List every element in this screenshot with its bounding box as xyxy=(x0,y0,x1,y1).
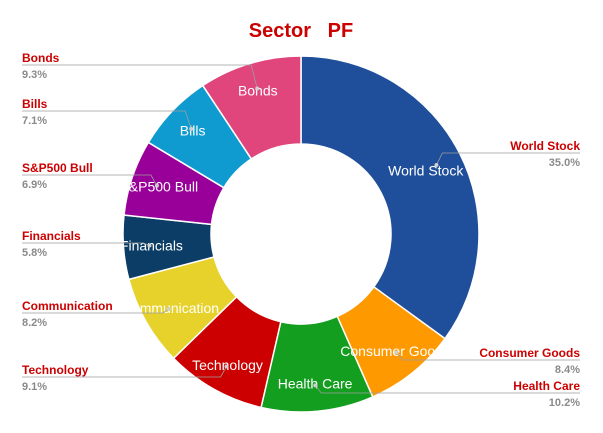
slice-inner-label-sandp500-bull: S&P500 Bull xyxy=(119,178,198,194)
callout-dot-communication xyxy=(166,306,171,311)
legend-percent-world-stock: 35.0% xyxy=(549,157,580,169)
legend-percent-bonds: 9.3% xyxy=(22,69,47,81)
legend-percent-bills: 7.1% xyxy=(22,115,47,127)
callout-dot-bonds xyxy=(255,86,260,91)
callout-line-bonds xyxy=(22,64,258,89)
slice-world-stock[interactable] xyxy=(300,55,480,340)
callout-dot-consumer-goods xyxy=(394,350,399,355)
callout-dot-financials xyxy=(147,243,152,248)
callout-dot-sandp500-bull xyxy=(154,183,159,188)
callout-dot-technology xyxy=(224,364,229,369)
legend-label-world-stock: World Stock xyxy=(510,139,580,153)
callout-dot-health-care xyxy=(313,383,318,388)
callout-dot-world-stock xyxy=(434,162,439,167)
legend-label-bonds: Bonds xyxy=(22,51,60,65)
legend-label-health-care: Health Care xyxy=(513,379,580,393)
callout-line-world-stock xyxy=(436,152,580,166)
legend-label-consumer-goods: Consumer Goods xyxy=(479,346,580,360)
callout-line-sandp500-bull xyxy=(22,174,158,186)
legend-label-technology: Technology xyxy=(22,363,89,377)
legend-percent-consumer-goods: 8.4% xyxy=(555,364,580,376)
legend-label-communication: Communication xyxy=(22,299,113,313)
legend-percent-health-care: 10.2% xyxy=(549,397,580,409)
legend-label-sandp500-bull: S&P500 Bull xyxy=(22,161,93,175)
legend-percent-sandp500-bull: 6.9% xyxy=(22,179,47,191)
callout-line-health-care xyxy=(314,385,580,394)
legend-percent-technology: 9.1% xyxy=(22,381,47,393)
slice-bonds[interactable] xyxy=(201,55,302,160)
callout-line-financials xyxy=(22,242,150,246)
donut-slices xyxy=(122,55,480,413)
legend-percent-communication: 8.2% xyxy=(22,317,47,329)
callout-line-consumer-goods xyxy=(396,352,580,361)
callout-dot-bills xyxy=(189,126,194,131)
slice-inner-label-communication: Communication xyxy=(122,300,219,316)
legend-label-bills: Bills xyxy=(22,97,48,111)
chart-title: Sector PF xyxy=(249,20,353,42)
callout-line-technology xyxy=(22,366,227,378)
callout-line-bills xyxy=(22,110,192,130)
callout-line-communication xyxy=(22,308,169,314)
slice-inner-label-bills: Bills xyxy=(180,122,206,138)
slice-inner-label-world-stock: World Stock xyxy=(388,162,464,178)
legend-label-financials: Financials xyxy=(22,229,81,243)
slice-callouts: World Stock 35.0% Consumer Goods 8.4% Health… xyxy=(22,51,580,409)
legend-percent-financials: 5.8% xyxy=(22,247,47,259)
